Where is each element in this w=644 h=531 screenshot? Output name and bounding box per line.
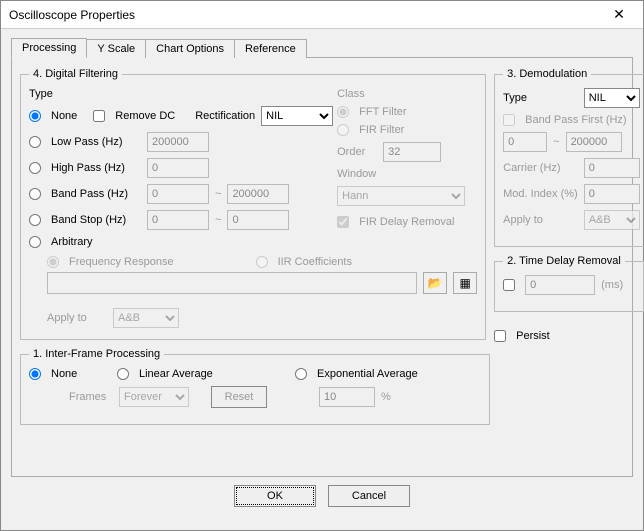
input-band-stop-lo[interactable] <box>147 210 209 230</box>
label-window: Window <box>337 168 376 180</box>
select-demod-apply-to: A&B <box>584 210 640 230</box>
dialog-buttons: OK Cancel <box>11 477 633 513</box>
input-bpf-lo <box>503 132 547 152</box>
label-bp-tilde: ~ <box>215 188 221 200</box>
input-carrier <box>584 158 640 178</box>
input-arbitrary-path <box>47 272 417 294</box>
label-carrier: Carrier (Hz) <box>503 162 578 174</box>
input-bpf-hi <box>566 132 622 152</box>
input-tdr <box>525 275 595 295</box>
label-bpf-tilde: ~ <box>553 136 559 148</box>
tab-reference[interactable]: Reference <box>234 39 307 58</box>
input-band-stop-hi[interactable] <box>227 210 289 230</box>
label-fft-filter: FFT Filter <box>359 106 406 118</box>
select-window: Hann <box>337 186 465 206</box>
group-interframe: 1. Inter-Frame Processing None Linear Av… <box>20 348 490 425</box>
label-freq-response: Frequency Response <box>69 256 174 268</box>
input-band-pass-hi[interactable] <box>227 184 289 204</box>
input-exp-value <box>319 387 375 407</box>
radio-high-pass[interactable] <box>29 162 41 174</box>
input-high-pass[interactable] <box>147 158 209 178</box>
label-if-none: None <box>51 368 111 380</box>
label-low-pass: Low Pass (Hz) <box>51 136 141 148</box>
label-exp-unit: % <box>381 391 391 403</box>
label-fir-filter: FIR Filter <box>359 124 404 136</box>
tab-page-processing: 4. Digital Filtering Type None Remove DC <box>11 57 633 477</box>
radio-iir-coeff <box>256 256 268 268</box>
titlebar: Oscilloscope Properties ✕ <box>1 1 643 29</box>
group-time-delay-removal: 2. Time Delay Removal (ms) <box>494 255 644 312</box>
radio-fft-filter <box>337 106 349 118</box>
select-filter-apply-to: A&B <box>113 308 179 328</box>
ok-button[interactable]: OK <box>234 485 316 507</box>
label-arbitrary: Arbitrary <box>51 236 93 248</box>
check-bpf <box>503 114 515 126</box>
label-demod-type: Type <box>503 92 578 104</box>
legend-demodulation: 3. Demodulation <box>503 68 591 80</box>
label-band-stop: Band Stop (Hz) <box>51 214 141 226</box>
legend-digital-filtering: 4. Digital Filtering <box>29 68 122 80</box>
label-band-pass: Band Pass (Hz) <box>51 188 141 200</box>
label-filter-none: None <box>51 110 77 122</box>
radio-arbitrary[interactable] <box>29 236 41 248</box>
folder-open-icon[interactable]: 📂 <box>423 272 447 294</box>
label-type: Type <box>29 88 53 100</box>
check-persist[interactable] <box>494 330 506 342</box>
select-frames: Forever <box>119 387 189 407</box>
radio-freq-response <box>47 256 59 268</box>
radio-low-pass[interactable] <box>29 136 41 148</box>
label-if-exponential: Exponential Average <box>317 368 418 380</box>
label-fir-delay: FIR Delay Removal <box>359 216 454 228</box>
radio-filter-none[interactable] <box>29 110 41 122</box>
input-low-pass[interactable] <box>147 132 209 152</box>
check-remove-dc[interactable] <box>93 110 105 122</box>
tab-y-scale[interactable]: Y Scale <box>86 39 146 58</box>
check-fir-delay <box>337 216 349 228</box>
radio-if-none[interactable] <box>29 368 41 380</box>
grid-icon[interactable]: ▦ <box>453 272 477 294</box>
legend-tdr: 2. Time Delay Removal <box>503 255 625 267</box>
tab-processing[interactable]: Processing <box>11 38 87 58</box>
check-tdr[interactable] <box>503 279 515 291</box>
label-bpf: Band Pass First (Hz) <box>525 114 626 126</box>
label-tdr-unit: (ms) <box>601 279 623 291</box>
dialog-window: Oscilloscope Properties ✕ Processing Y S… <box>0 0 644 531</box>
label-iir-coeff: IIR Coefficients <box>278 256 352 268</box>
label-rectification: Rectification <box>195 110 255 122</box>
label-demod-apply-to: Apply to <box>503 214 578 226</box>
input-band-pass-lo[interactable] <box>147 184 209 204</box>
tab-chart-options[interactable]: Chart Options <box>145 39 235 58</box>
radio-if-exponential[interactable] <box>295 368 307 380</box>
radio-fir-filter <box>337 124 349 136</box>
input-order <box>383 142 441 162</box>
label-persist: Persist <box>516 330 550 342</box>
window-title: Oscilloscope Properties <box>9 8 599 22</box>
close-icon[interactable]: ✕ <box>599 3 639 27</box>
label-if-linear: Linear Average <box>139 368 289 380</box>
cancel-button[interactable]: Cancel <box>328 485 410 507</box>
tabstrip: Processing Y Scale Chart Options Referen… <box>11 37 633 57</box>
input-mod-index <box>584 184 640 204</box>
radio-band-pass[interactable] <box>29 188 41 200</box>
legend-interframe: 1. Inter-Frame Processing <box>29 348 164 360</box>
label-mod-index: Mod. Index (%) <box>503 188 578 200</box>
label-bs-tilde: ~ <box>215 214 221 226</box>
group-demodulation: 3. Demodulation Type NIL Band Pass First… <box>494 68 644 247</box>
label-filter-apply-to: Apply to <box>47 312 107 324</box>
radio-if-linear[interactable] <box>117 368 129 380</box>
label-frames: Frames <box>69 391 113 403</box>
group-digital-filtering: 4. Digital Filtering Type None Remove DC <box>20 68 486 340</box>
select-demod-type[interactable]: NIL <box>584 88 640 108</box>
label-class: Class <box>337 88 365 100</box>
label-high-pass: High Pass (Hz) <box>51 162 141 174</box>
label-remove-dc: Remove DC <box>115 110 175 122</box>
reset-button: Reset <box>211 386 267 408</box>
label-order: Order <box>337 146 377 158</box>
select-rectification[interactable]: NIL <box>261 106 333 126</box>
radio-band-stop[interactable] <box>29 214 41 226</box>
